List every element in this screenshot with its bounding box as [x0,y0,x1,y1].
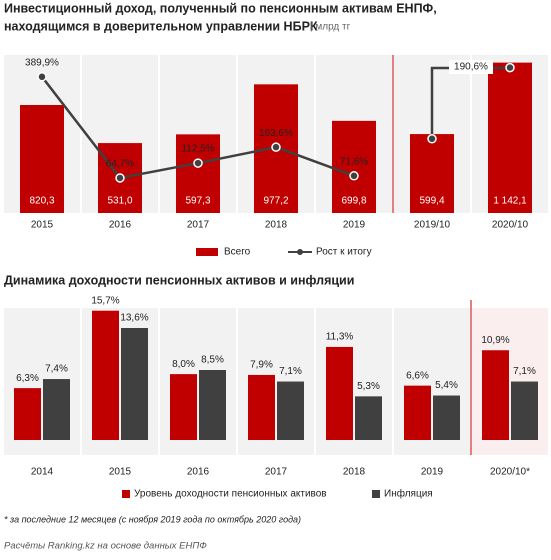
label-bg [449,60,493,74]
legend-swatch [122,490,130,498]
line-point [193,158,203,168]
bar [170,374,197,440]
value-label: 1 142,1 [493,196,527,207]
bar [92,310,119,440]
value-label: 6,3% [16,373,39,384]
x-tick-label: 2015 [31,220,54,231]
value-label: 597,3 [185,196,210,207]
value-label: 112,5% [181,144,214,155]
bar [43,379,70,440]
value-label: 977,2 [263,196,288,207]
annotation-label: 190,6% [454,62,488,73]
legend-swatch [372,490,380,498]
bar [14,388,41,440]
value-label: 599,4 [419,196,444,207]
chart-title: Инвестиционный доход, полученный по пенс… [4,1,437,15]
value-label: 71,6% [340,156,368,167]
line-point [115,173,125,183]
bar [488,62,532,213]
x-tick-label: 2014 [31,467,54,478]
chart-subtitle: | млрд тг [310,22,351,33]
x-tick-label: 2017 [187,220,210,231]
value-label: 531,0 [107,196,132,207]
bar [199,370,226,440]
value-label: 7,9% [250,360,273,371]
x-tick-label: 2020/10* [490,467,530,478]
legend-label: Уровень доходности пенсионных активов [134,489,327,500]
legend-swatch [196,248,218,256]
x-tick-label: 2019/10 [414,220,451,231]
value-label: 5,4% [435,380,458,391]
value-label: 820,3 [29,196,54,207]
value-label: 7,1% [279,366,302,377]
bar [248,374,275,440]
legend-label: Всего [224,247,251,258]
x-tick-label: 2016 [109,220,132,231]
value-label: 7,1% [513,366,536,377]
bar [404,385,431,440]
bar [410,134,454,213]
chart-title: Динамика доходности пенсионных активов и… [4,273,354,287]
bar [482,350,509,440]
bar [326,346,353,440]
x-tick-label: 2020/10 [492,220,529,231]
bar [20,104,64,213]
source: Расчёты Ranking.kz на основе данных ЕНПФ [4,541,207,552]
chart-title: находящимся в доверительном управлении Н… [4,19,318,33]
x-tick-label: 2018 [265,220,288,231]
x-tick-label: 2018 [343,467,366,478]
value-label: 8,0% [172,359,195,370]
legend-label: Рост к итогу [316,247,372,258]
line-point [349,171,359,181]
value-label: 15,7% [91,295,119,306]
bar [355,396,382,440]
value-label: 13,6% [120,313,148,324]
x-tick-label: 2016 [187,467,210,478]
annotation-point [505,62,515,73]
bar [121,328,148,440]
legend-swatch [297,249,303,255]
value-label: 11,3% [326,332,354,343]
line-point [271,142,281,152]
bar [332,120,376,213]
value-label: 7,4% [45,364,68,375]
bar [176,134,220,213]
value-label: 5,3% [357,381,380,392]
value-label: 699,8 [341,196,366,207]
x-tick-label: 2019 [421,467,444,478]
annotation-point [427,134,437,144]
legend-label: Инфляция [384,488,433,500]
bar [511,381,538,440]
bar [277,381,304,440]
x-tick-label: 2017 [265,467,288,478]
value-label: 64,7% [106,159,134,170]
x-tick-label: 2015 [109,467,132,478]
footnote: * за последние 12 месяцев (с ноября 2019… [4,514,301,524]
line-point [37,72,47,82]
value-label: 389,9% [25,57,59,68]
x-tick-label: 2019 [343,220,366,231]
bar [433,395,460,440]
value-label: 6,6% [406,370,429,381]
value-label: 8,5% [201,355,224,366]
value-label: 10,9% [481,335,509,346]
value-label: 163,6% [259,128,293,139]
